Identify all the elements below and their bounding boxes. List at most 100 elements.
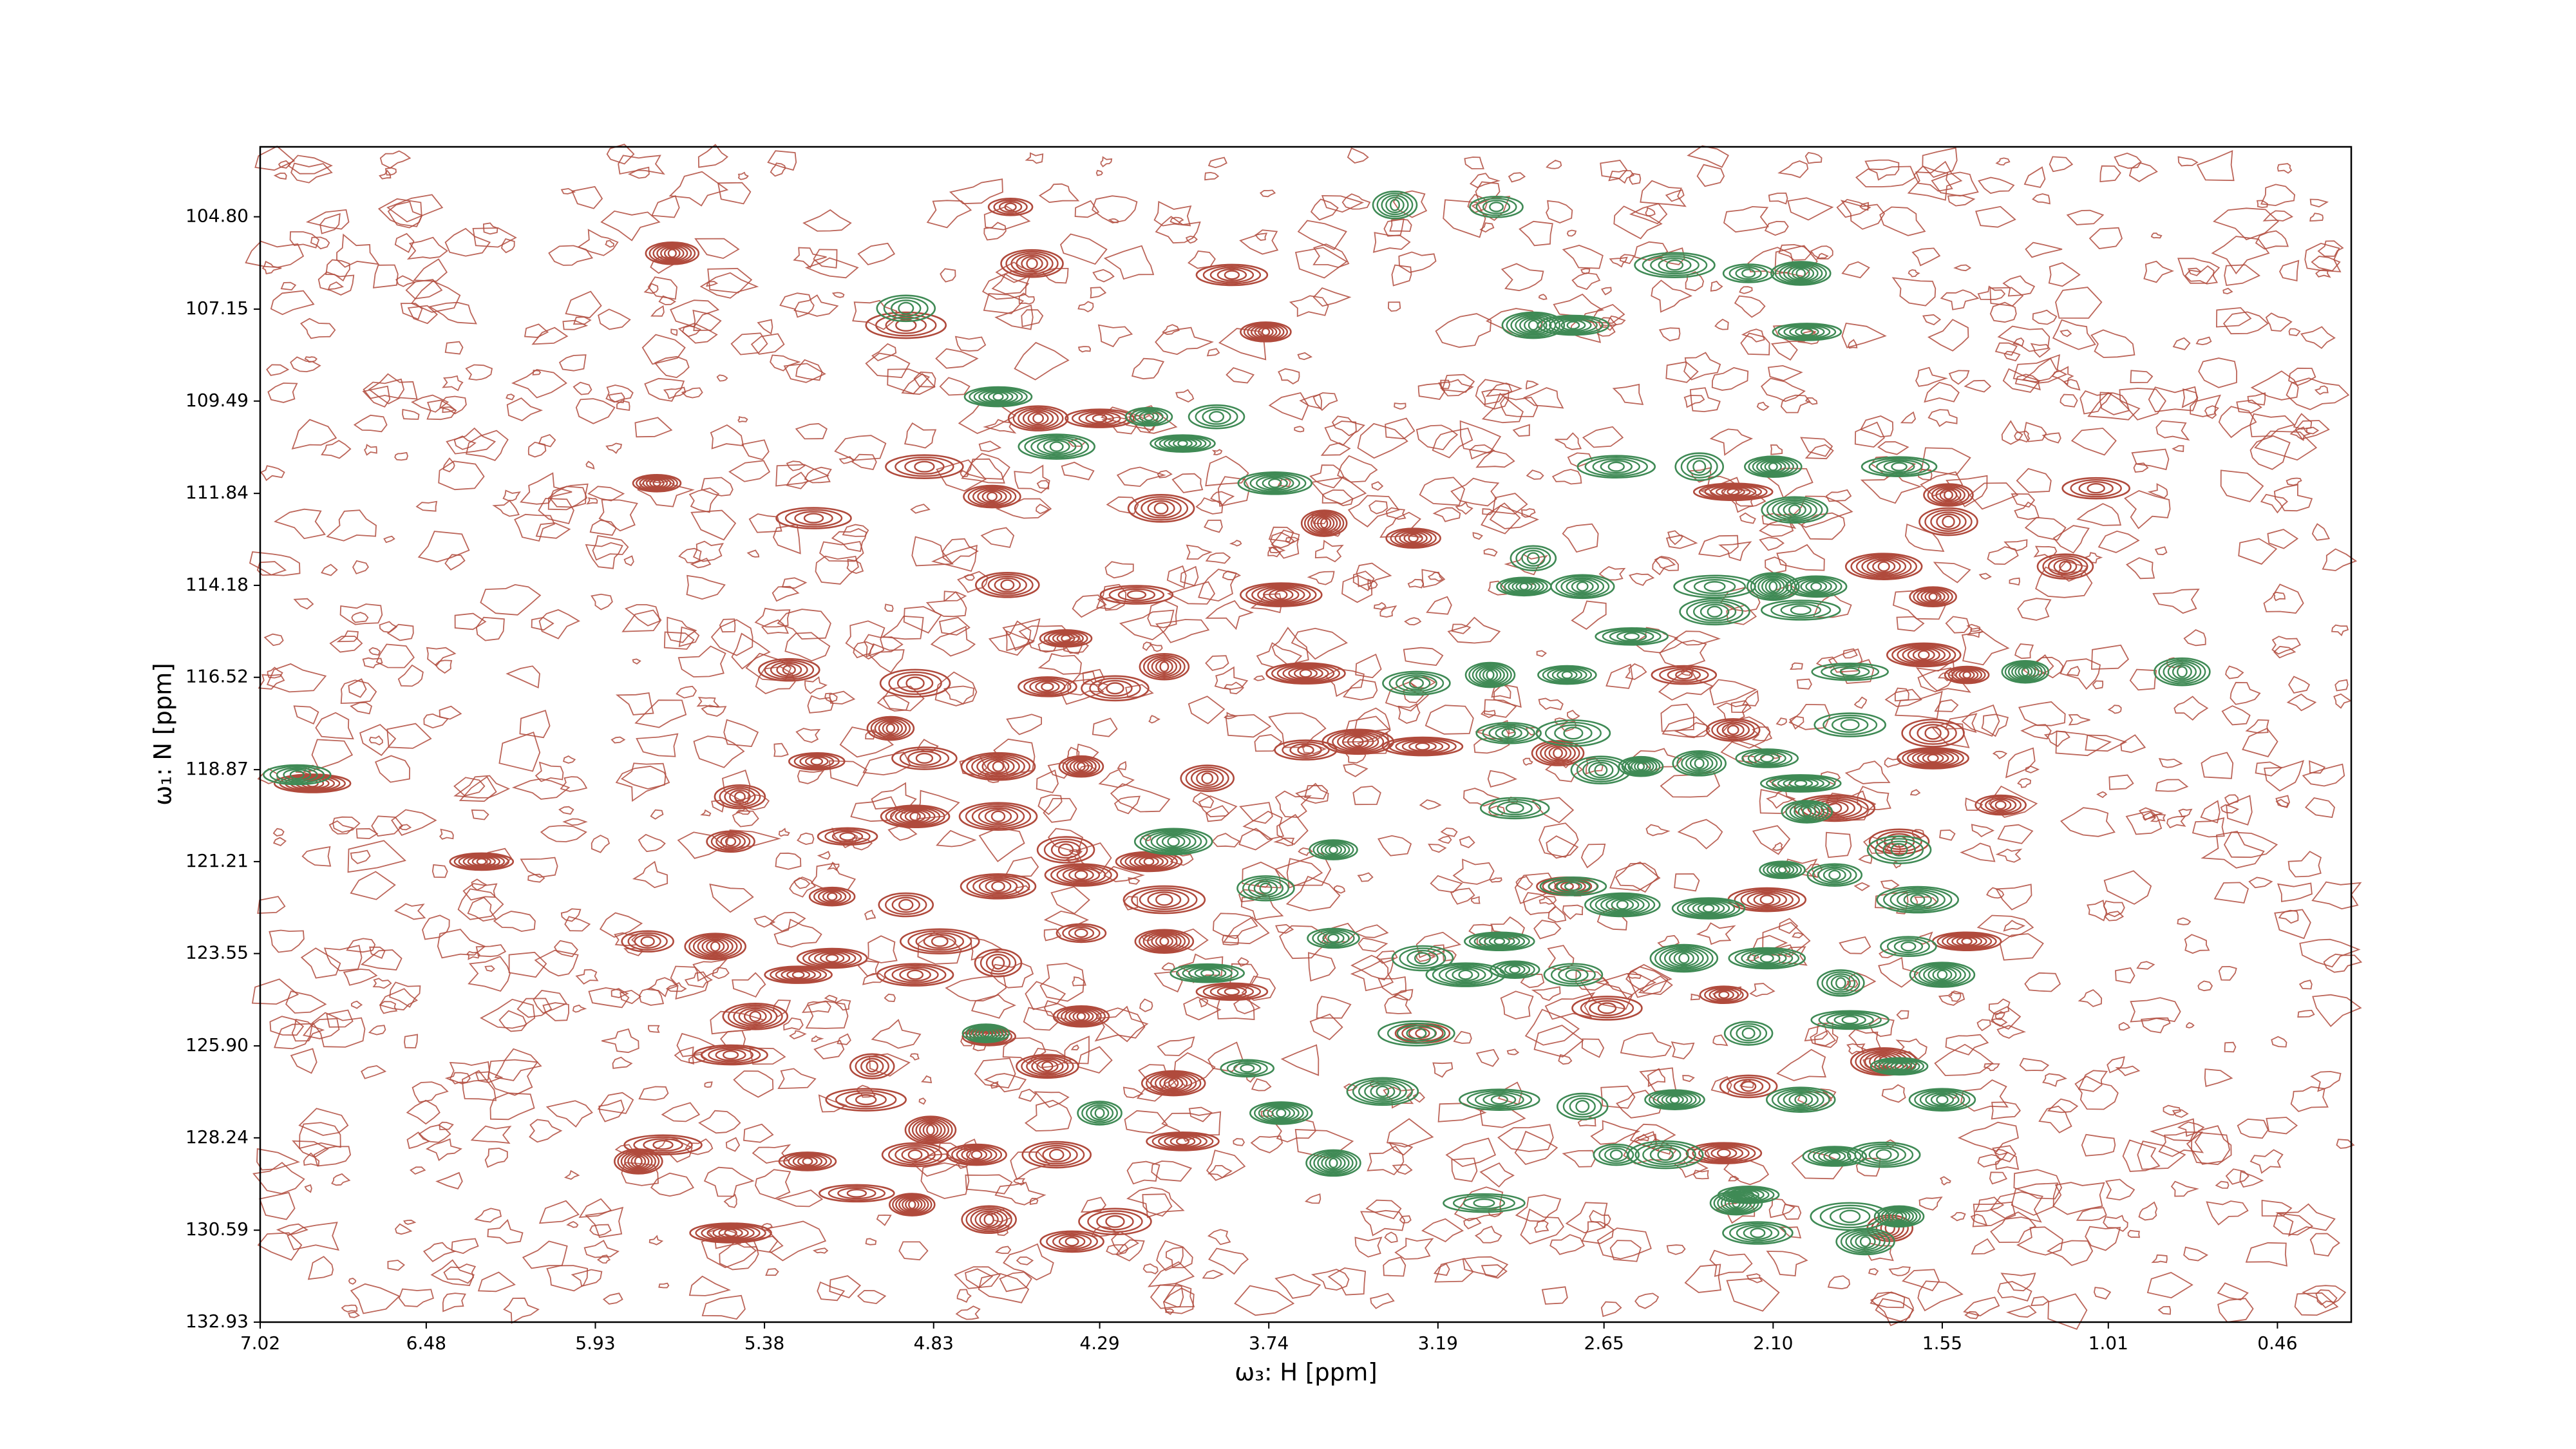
noise-contour: [426, 399, 457, 421]
peak-ring: [1774, 865, 1791, 875]
peak-ring: [1078, 411, 1121, 426]
noise-contour: [534, 949, 579, 977]
noise-contour: [266, 663, 327, 693]
peak-ring: [1961, 937, 1973, 945]
peak-ring: [923, 934, 956, 949]
noise-contour: [1815, 656, 1839, 669]
noise-contour: [2017, 778, 2031, 788]
peak-ring: [908, 1117, 953, 1143]
noise-contour: [438, 460, 485, 491]
noise-contour: [994, 304, 1034, 330]
noise-contour: [404, 1034, 419, 1048]
peak-ring: [1560, 319, 1586, 331]
noise-contour: [1709, 679, 1757, 706]
noise-contour: [621, 609, 662, 632]
noise-contour: [2048, 262, 2081, 287]
noise-contour: [1138, 1064, 1179, 1090]
noise-contour: [605, 442, 623, 454]
noise-contour: [1021, 309, 1044, 328]
peak-ring: [1317, 1153, 1350, 1173]
peak-ring: [1322, 932, 1345, 945]
peak-ring: [966, 875, 1030, 898]
noise-contour: [2042, 1073, 2067, 1087]
noise-contour: [2323, 953, 2363, 973]
noise-contour: [650, 1172, 695, 1197]
noise-contour: [1768, 1198, 1795, 1218]
noise-contour: [2333, 693, 2353, 709]
peak-ring: [1607, 461, 1625, 472]
peak: [946, 1143, 1007, 1166]
noise-contour: [1205, 455, 1249, 487]
noise-contour: [1002, 618, 1041, 651]
noise-contour: [716, 374, 728, 382]
peak-ring: [1289, 743, 1322, 757]
y-tick-label: 104.80: [185, 205, 249, 227]
peak-ring: [1777, 323, 1837, 340]
noise-contour: [397, 664, 424, 687]
peak-ring: [1175, 1137, 1189, 1146]
x-axis-label: ω₃: H [ppm]: [1235, 1359, 1378, 1387]
noise-contour: [668, 171, 729, 207]
noise-contour: [2052, 1182, 2105, 1215]
peak-ring: [1479, 667, 1502, 683]
peak-ring: [642, 477, 672, 490]
peak-ring: [813, 951, 851, 965]
peak-ring: [1163, 1077, 1184, 1090]
peak: [1150, 434, 1216, 453]
noise-contour: [1723, 1158, 1770, 1186]
peak-ring: [1056, 866, 1106, 884]
peak-ring: [1883, 887, 1953, 912]
noise-contour: [1776, 1048, 1826, 1081]
noise-contour: [1384, 1231, 1398, 1244]
peak-ring: [802, 949, 862, 968]
noise-contour: [1789, 715, 1804, 730]
peak-ring: [1658, 257, 1692, 273]
peak-ring: [992, 392, 1004, 401]
noise-contour: [2138, 807, 2164, 821]
peak: [1464, 931, 1535, 952]
peak-ring: [1394, 530, 1432, 547]
peak: [1765, 1086, 1836, 1113]
noise-contour: [638, 833, 666, 853]
noise-contour: [1023, 1007, 1059, 1031]
peak: [621, 930, 674, 953]
peak-ring: [1050, 864, 1112, 886]
noise-contour: [1398, 251, 1437, 273]
noise-contour: [1770, 341, 1798, 361]
noise-contour: [2198, 357, 2238, 388]
noise-contour: [1316, 996, 1352, 1019]
peak: [960, 752, 1036, 781]
noise-contour: [1211, 833, 1240, 848]
peak-ring: [2176, 666, 2188, 678]
noise-contour: [815, 555, 859, 585]
peak: [796, 947, 868, 969]
noise-contour: [934, 671, 978, 706]
noise-contour: [1250, 1135, 1283, 1153]
noise-contour: [2128, 162, 2158, 182]
noise-contour: [876, 1214, 892, 1226]
noise-contour: [1989, 301, 2017, 323]
peak: [1036, 836, 1095, 864]
peak-ring: [1247, 323, 1285, 341]
peak-ring: [1687, 900, 1730, 916]
noise-contour: [2256, 200, 2268, 209]
peak-ring: [1185, 766, 1229, 790]
noise-contour: [1934, 1043, 1994, 1076]
noise-contour: [1812, 593, 1852, 618]
noise-contour: [1365, 1199, 1402, 1220]
noise-contour: [769, 911, 806, 932]
peak-ring: [1823, 868, 1846, 882]
peak-ring: [1139, 889, 1189, 910]
noise-contour: [1385, 681, 1430, 712]
peak-ring: [979, 1212, 999, 1227]
peak-ring: [1493, 937, 1506, 945]
peak-ring: [1217, 986, 1247, 998]
noise-contour: [1749, 983, 1776, 998]
peak-ring: [804, 755, 829, 767]
peak-ring: [991, 881, 1005, 892]
peak-ring: [1828, 869, 1841, 880]
peak-ring: [1951, 668, 1983, 683]
noise-contour: [1242, 810, 1285, 840]
noise-contour: [1157, 469, 1173, 478]
peak-ring: [1557, 669, 1578, 681]
